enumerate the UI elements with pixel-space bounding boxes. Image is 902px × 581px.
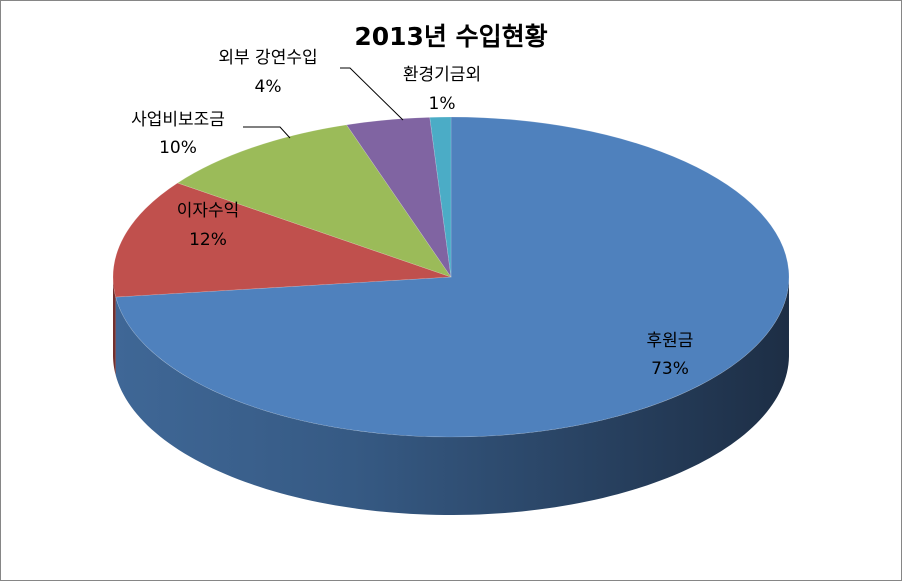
slice-label-0: 후원금 [647, 331, 694, 351]
pie-side-1 [113, 277, 116, 376]
slice-percent-4: 1% [429, 94, 456, 114]
pie-slice-3 [346, 117, 452, 278]
slice-label-2: 사업비보조금 [131, 110, 225, 130]
slice-percent-3: 4% [255, 77, 282, 97]
slice-label-4: 환경기금외 [403, 65, 481, 85]
leader-line-2 [243, 126, 291, 139]
pie-slice-2 [176, 124, 452, 278]
slice-label-3: 외부 강연수입 [218, 48, 317, 68]
slice-percent-2: 10% [159, 138, 197, 158]
pie-slice-4 [429, 116, 452, 278]
leader-line-3 [340, 67, 404, 121]
pie-side-0 [115, 278, 789, 515]
pie-slice-0 [115, 116, 790, 438]
slice-label-1: 이자수익 [177, 201, 240, 221]
slice-percent-0: 73% [651, 359, 689, 379]
chart-title: 2013년 수입현황 [354, 22, 548, 51]
pie-slice-1 [112, 182, 452, 298]
slice-percent-1: 12% [189, 230, 227, 250]
